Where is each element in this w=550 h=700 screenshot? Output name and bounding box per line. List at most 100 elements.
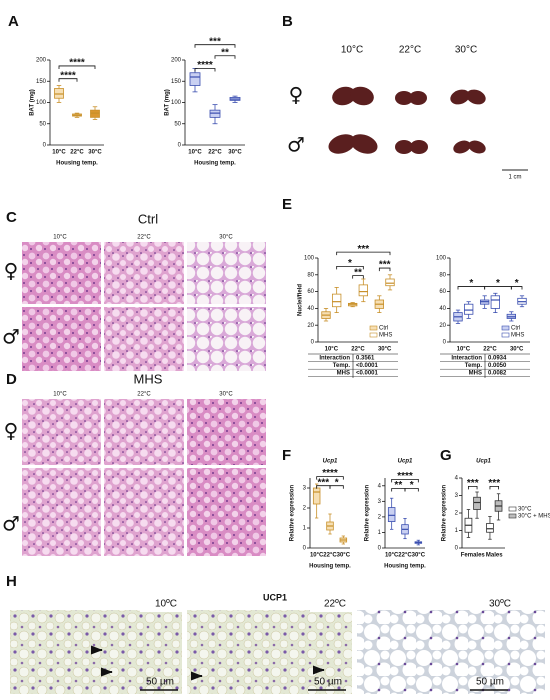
temp-label: 30ºC (489, 599, 511, 610)
temp-label: 22ºC (324, 599, 346, 610)
significance-bracket (391, 479, 419, 483)
x-tick-label: 22°C (208, 150, 222, 156)
y-tick-label: 200 (171, 58, 182, 64)
significance-label: *** (209, 36, 221, 47)
box (331, 293, 342, 308)
sex-label: ♂ (2, 512, 20, 536)
y-tick-label: 150 (36, 79, 47, 85)
scale-label: 50 µm (476, 677, 504, 688)
x-tick-label: Males (486, 553, 503, 559)
table-cell: Interaction (319, 356, 350, 362)
significance-label: **** (60, 70, 76, 81)
legend-swatch (501, 332, 510, 338)
table-cell: 0.0082 (488, 371, 507, 377)
significance-bracket (194, 68, 216, 72)
significance-label: *** (467, 478, 479, 489)
significance-bracket (214, 55, 236, 59)
panel-title: MHS (134, 371, 163, 386)
temp-label: 30°C (219, 235, 233, 241)
y-tick-label: 0 (443, 340, 447, 346)
significance-label: * (496, 278, 500, 289)
legend-swatch (369, 325, 378, 331)
significance-label: *** (379, 260, 391, 271)
y-tick-label: 100 (304, 256, 315, 262)
box (473, 496, 481, 510)
temp-label: 10ºC (155, 599, 177, 610)
temp-label: 22°C (137, 392, 151, 398)
y-tick-label: 0 (455, 546, 459, 552)
histology-image (22, 468, 101, 556)
y-tick-label: 4 (378, 483, 382, 489)
significance-label: **** (397, 471, 413, 482)
temp-label: 22°C (399, 45, 421, 56)
significance-bracket (329, 485, 344, 489)
y-tick-label: 1 (303, 526, 307, 532)
table-cell: <0.0001 (356, 363, 379, 369)
box (90, 109, 100, 118)
y-tick-label: 0 (378, 546, 382, 552)
x-tick-label: 30°C (378, 347, 392, 353)
box (358, 284, 369, 297)
sex-label: ♀ (289, 83, 304, 107)
panel-label: C (6, 209, 17, 226)
legend-swatch (501, 325, 510, 331)
x-tick-label: 10°C (457, 347, 471, 353)
box (490, 295, 501, 309)
table-cell: Temp. (333, 363, 351, 369)
significance-label: *** (488, 478, 500, 489)
y-axis-label: Relative expression (442, 484, 448, 541)
panel-label: A (8, 13, 19, 30)
y-axis-label: Relative expression (290, 484, 296, 541)
significance-label: ** (221, 47, 229, 58)
x-tick-label: 30°C (337, 553, 351, 559)
histology-image (187, 242, 266, 304)
histology-image (104, 399, 184, 465)
significance-bracket (336, 266, 364, 270)
panel-h: UCP1 10ºC 22ºC 30ºC 50 µm 50 µm 50 µm (10, 592, 545, 694)
box (387, 507, 396, 522)
x-tick-label: 10°C (52, 150, 66, 156)
significance-label: **** (69, 58, 85, 69)
temp-label: 30°C (219, 392, 233, 398)
label-bg (310, 598, 352, 612)
significance-label: **** (322, 468, 338, 479)
significance-label: * (335, 477, 339, 488)
legend-label: Ctrl (511, 326, 520, 332)
y-tick-label: 4 (455, 476, 459, 482)
significance-bracket (404, 488, 419, 492)
panel-label: G (440, 447, 452, 464)
x-tick-label: 22°C (323, 553, 337, 559)
table-cell: 0.0050 (488, 363, 507, 369)
significance-bracket (58, 65, 96, 69)
significance-bracket (352, 275, 364, 279)
legend-swatch (508, 506, 517, 512)
x-tick-label: 30°C (228, 150, 242, 156)
y-tick-label: 0 (43, 143, 47, 149)
y-axis-label: BAT (mg) (165, 89, 171, 116)
histology-image (22, 242, 101, 304)
chart-title: Ucp1 (398, 459, 413, 465)
x-axis-label: Housing temp. (56, 161, 98, 167)
significance-bracket (489, 486, 499, 490)
temp-label: 10°C (53, 392, 67, 398)
significance-bracket (468, 486, 478, 490)
arrow (191, 671, 203, 681)
y-tick-label: 1 (378, 530, 382, 536)
tissue-photos (328, 86, 486, 154)
y-tick-label: 80 (439, 272, 446, 278)
label-bg (140, 598, 182, 612)
panel-label: E (282, 196, 292, 213)
temp-label: 10°C (53, 235, 67, 241)
legend-swatch (369, 332, 378, 338)
significance-label: *** (357, 244, 369, 255)
scale-label: 1 cm (508, 175, 521, 181)
ihc-image (187, 610, 352, 694)
x-tick-label: 22°C (398, 553, 412, 559)
significance-label: *** (317, 477, 329, 488)
y-tick-label: 20 (439, 323, 446, 329)
histology-image (104, 307, 184, 371)
sex-label: ♀ (4, 419, 19, 443)
y-tick-label: 3 (303, 486, 307, 492)
histology-image (187, 468, 266, 556)
